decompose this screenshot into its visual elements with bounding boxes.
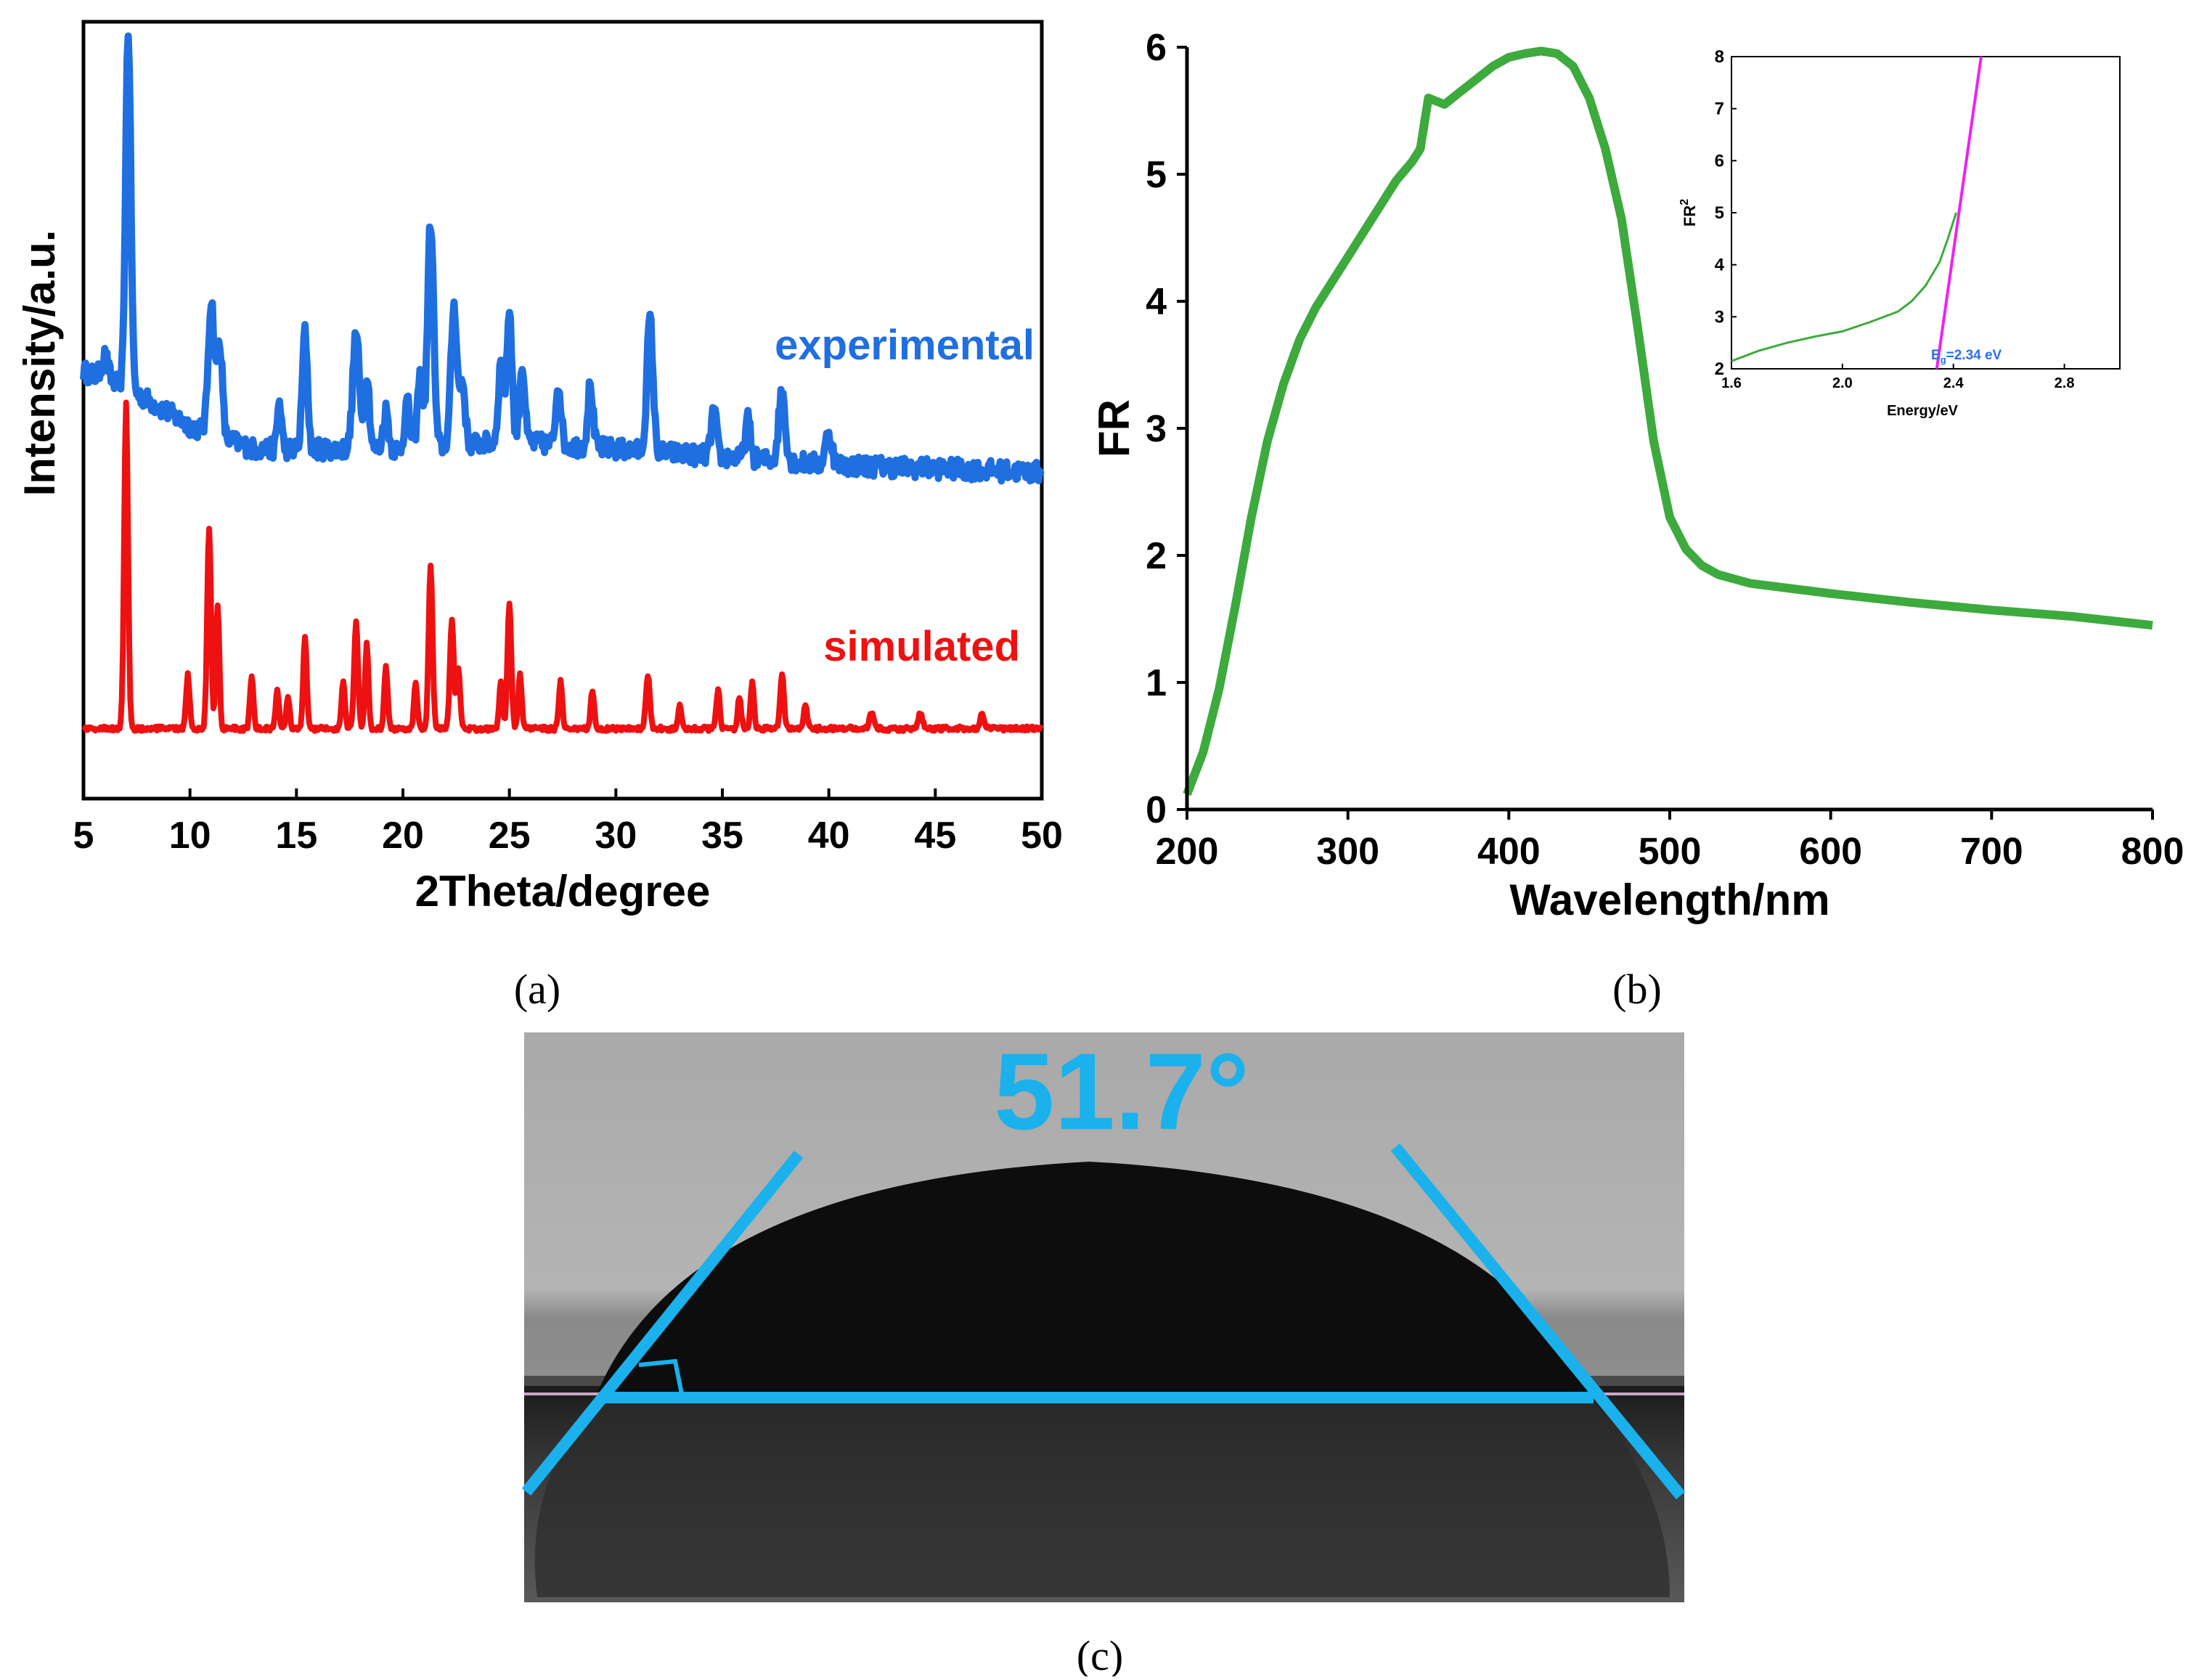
fr-x-tick-label: 200: [1156, 831, 1219, 873]
fr-y-ticks: 0 1 2 3 4 5 6: [1146, 27, 1187, 831]
fr-x-tick-label: 600: [1799, 831, 1862, 873]
xrd-x-tick-label: 15: [275, 815, 317, 857]
bandgap-e: E: [1931, 348, 1941, 363]
fr-x-tick-label: 300: [1316, 831, 1379, 873]
fr-x-tick-label: 400: [1477, 831, 1541, 873]
xrd-x-tick-label: 45: [914, 815, 956, 857]
inset-y-tick-label: 8: [1715, 47, 1724, 67]
inset-series-group: [1731, 56, 1983, 370]
xrd-x-tick-label: 20: [382, 815, 424, 857]
xrd-x-tick-label: 10: [169, 815, 211, 857]
inset-y-ticks: 2 3 4 5 6 7 8: [1715, 47, 1737, 379]
fr-y-tick-label: 4: [1146, 281, 1167, 323]
fr-y-tick-label: 2: [1146, 535, 1167, 577]
fr-chart: 200 300 400 500 600 700 800 0 1 2 3 4 5 6 Wavelength…: [1090, 27, 2184, 1013]
fr-x-tick-label: 700: [1960, 831, 2023, 873]
inset-fit-line: [1935, 56, 1983, 370]
fr-x-axis-title: Wavelength/nm: [1509, 876, 1829, 924]
inset-y-tick-label: 7: [1715, 99, 1724, 119]
xrd-y-axis-title: Intensity/a.u.: [15, 230, 64, 497]
xrd-x-tick-label: 5: [73, 815, 94, 857]
droplet: [595, 1162, 1590, 1398]
xrd-x-tick-label: 40: [808, 815, 850, 857]
angle-marker: [638, 1358, 685, 1398]
fr-x-tick-label: 800: [2121, 831, 2184, 873]
inset-y-tick-label: 2: [1715, 359, 1724, 379]
inset-y-title-sup: 2: [1678, 199, 1691, 205]
fr-y-axis-title: FR: [1090, 399, 1138, 457]
xrd-plot-frame: [81, 20, 1044, 801]
xrd-series-group: [80, 32, 1045, 734]
inset-y-tick-label: 5: [1715, 203, 1724, 223]
inset-y-tick-label: 3: [1715, 307, 1724, 327]
panel-label-c: (c): [1077, 1632, 1123, 1676]
inset-y-axis-title: FR2: [1678, 199, 1699, 227]
contact-angle-photo: 51.7° (c): [521, 1030, 1686, 1679]
droplet-reflection: [534, 1398, 1670, 1597]
fr-y-tick-label: 6: [1146, 27, 1167, 69]
fr-y-tick-label: 3: [1146, 408, 1167, 450]
panel-label-b: (b): [1612, 966, 1662, 1013]
xrd-x-ticks: 5 10 15 20 25 30 35 40 45 50: [73, 788, 1063, 857]
contact-angle-value: 51.7°: [994, 1030, 1249, 1152]
xrd-x-tick-label: 35: [701, 815, 743, 857]
xrd-line-simulated: [81, 399, 1044, 734]
tangent-left: [521, 1150, 804, 1496]
bandgap-value: =2.34 eV: [1946, 348, 2002, 363]
inset-y-tick-label: 4: [1715, 256, 1725, 275]
bandgap-sub: g: [1941, 354, 1946, 365]
fr-y-tick-label: 5: [1146, 154, 1167, 196]
legend-simulated-label: simulated: [823, 623, 1020, 670]
inset-x-tick-label: 1.6: [1721, 375, 1742, 391]
inset-frame: [1731, 56, 2121, 370]
inset-y-tick-label: 6: [1715, 151, 1724, 171]
inset-y-title-main: FR: [1681, 205, 1699, 227]
inset-x-axis-title: Energy/eV: [1887, 403, 1958, 419]
xrd-x-tick-label: 30: [595, 815, 637, 857]
inset-curve: [1731, 212, 1957, 362]
inset-x-tick-label: 2.0: [1832, 375, 1853, 391]
fr-y-tick-label: 0: [1146, 789, 1167, 831]
xrd-chart: 5 10 15 20 25 30 35 40 45 50 2Theta/degree Intens…: [15, 20, 1063, 1013]
xrd-x-axis-title: 2Theta/degree: [415, 867, 711, 916]
panel-label-a: (a): [514, 966, 560, 1013]
xrd-x-tick-label: 25: [489, 815, 531, 857]
inset-x-ticks: 1.6 2.0 2.4 2.8: [1721, 364, 2074, 391]
bandgap-annotation: Eg=2.34 eV: [1931, 348, 2002, 365]
fr-x-ticks: 200 300 400 500 600 700 800: [1156, 810, 2184, 873]
fr-curve: [1183, 46, 2153, 796]
inset-x-tick-label: 2.4: [1943, 375, 1965, 391]
inset-x-tick-label: 2.8: [2055, 375, 2075, 391]
fr-x-tick-label: 500: [1639, 831, 1702, 873]
xrd-line-experimental: [80, 32, 1045, 485]
xrd-x-tick-label: 50: [1021, 815, 1063, 857]
svg-text:FR2: FR2: [1678, 199, 1699, 227]
fr-series-group: [1183, 46, 2153, 796]
legend-experimental-label: experimental: [775, 322, 1035, 369]
tangent-right: [1390, 1143, 1686, 1500]
fr-y-tick-label: 1: [1146, 662, 1167, 704]
